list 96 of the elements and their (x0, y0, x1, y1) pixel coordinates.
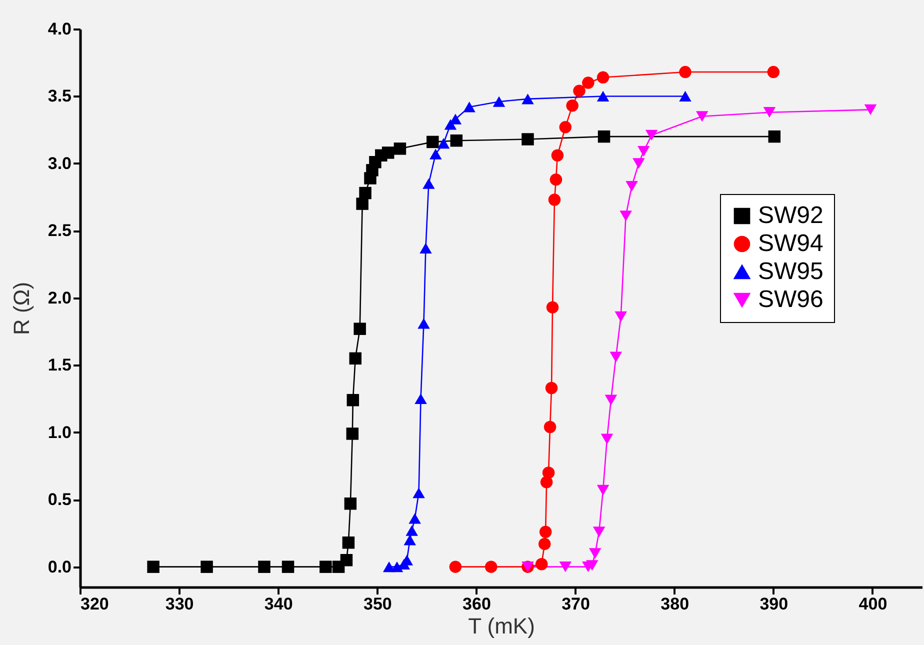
point (382, 146, 394, 159)
point (484, 560, 498, 573)
legend-label: SW95 (758, 258, 824, 285)
y-tick-label: 0.0 (48, 557, 72, 576)
point (626, 181, 638, 192)
point (437, 138, 450, 149)
point (614, 311, 627, 322)
point (354, 322, 366, 335)
point (582, 76, 594, 89)
point (588, 548, 602, 559)
point (492, 96, 506, 107)
point (763, 107, 776, 118)
point (638, 146, 650, 157)
point (414, 393, 427, 404)
point (420, 242, 432, 254)
point (450, 134, 463, 147)
point (344, 498, 357, 510)
point (559, 121, 572, 134)
point (463, 102, 476, 112)
x-tick-label: 350 (363, 594, 392, 614)
point (645, 130, 658, 141)
y-tick-label: 3.0 (48, 154, 72, 173)
point (592, 526, 606, 538)
point (566, 100, 578, 112)
legend-label: SW94 (758, 230, 824, 257)
x-tick-label: 360 (462, 594, 491, 614)
point (768, 130, 781, 143)
point (620, 210, 632, 222)
legend-label: SW96 (758, 286, 824, 313)
x-tick-label: 400 (858, 594, 888, 614)
point (679, 66, 692, 78)
point (258, 560, 270, 573)
point (522, 94, 534, 104)
point (542, 466, 555, 479)
point (426, 136, 439, 148)
point (544, 420, 556, 434)
legend-label: SW92 (758, 202, 824, 229)
point (418, 318, 430, 329)
x-tick-label: 320 (80, 594, 109, 614)
point (342, 536, 355, 549)
point (406, 525, 418, 536)
point (551, 149, 564, 162)
point (404, 534, 416, 546)
point (600, 434, 614, 444)
x-tick-label: 330 (165, 594, 194, 614)
point (408, 513, 421, 524)
x-tick-label: 380 (660, 594, 690, 614)
point (546, 301, 559, 314)
point (679, 90, 692, 102)
point (394, 142, 406, 155)
point (596, 484, 610, 496)
x-tick-label: 390 (760, 594, 788, 614)
point (429, 148, 442, 160)
x-tick-label: 370 (562, 594, 590, 614)
point (586, 560, 598, 571)
point (767, 66, 780, 78)
point (596, 71, 610, 84)
point (596, 90, 610, 102)
point (340, 554, 353, 566)
point (550, 173, 562, 186)
point (539, 526, 552, 538)
y-tick-label: 4.0 (48, 20, 72, 38)
point (346, 428, 359, 440)
point (573, 84, 586, 97)
point (522, 133, 534, 146)
x-axis-title: T (mK) (468, 614, 535, 638)
point (604, 394, 618, 406)
point (359, 186, 372, 200)
point (598, 130, 610, 143)
point (412, 488, 425, 498)
y-tick-label: 3.5 (48, 86, 72, 106)
y-tick-label: 2.0 (48, 288, 72, 308)
point (349, 352, 362, 365)
y-tick-label: 0.5 (48, 490, 72, 510)
point (696, 111, 708, 122)
point (538, 538, 551, 550)
point (610, 352, 622, 362)
point (545, 382, 558, 394)
point (147, 560, 160, 573)
point (200, 560, 213, 573)
y-tick-label: 1.5 (48, 356, 72, 375)
point (346, 394, 360, 406)
point (356, 198, 368, 210)
y-tick-label: 2.5 (48, 221, 72, 240)
point (282, 560, 294, 573)
point (449, 560, 462, 573)
point (632, 158, 645, 169)
y-tick-label: 1.0 (48, 422, 72, 442)
point (422, 178, 435, 189)
point (864, 104, 877, 115)
point (548, 194, 561, 206)
point (320, 560, 332, 573)
y-axis-title: R (Ω) (8, 282, 34, 336)
point (535, 558, 548, 570)
point (559, 562, 572, 572)
x-tick-label: 340 (264, 594, 293, 614)
